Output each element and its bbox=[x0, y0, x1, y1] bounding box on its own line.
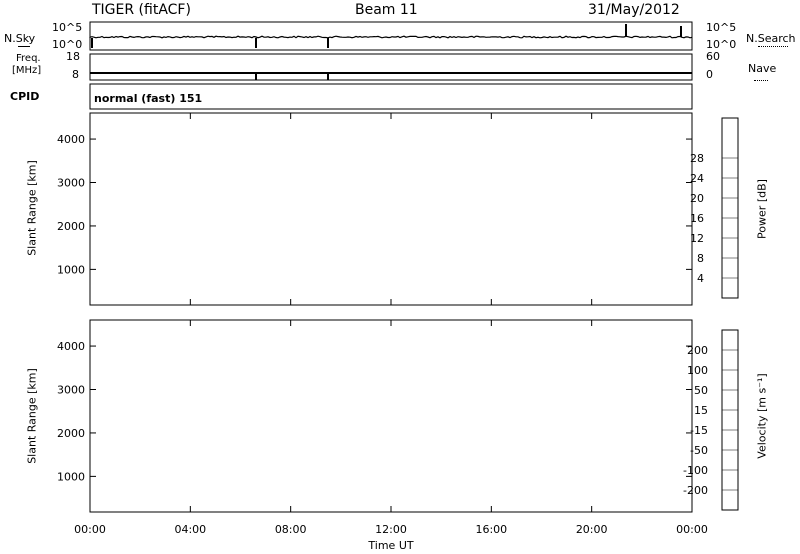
nsky-tick-bottom: 10^0 bbox=[52, 38, 82, 51]
radar-title: TIGER (fitACF) bbox=[92, 2, 191, 18]
beam-label: Beam 11 bbox=[355, 2, 418, 18]
nsky-trace bbox=[89, 35, 693, 39]
x-axis-label: Time UT bbox=[368, 539, 413, 552]
freq-tick-bottom: 8 bbox=[72, 68, 79, 81]
cpid-strip bbox=[89, 83, 693, 110]
nsearch-tick-bottom: 10^0 bbox=[706, 38, 736, 51]
nsearch-tick-top: 10^5 bbox=[706, 21, 736, 34]
nsearch-label: N.Search bbox=[746, 32, 796, 45]
nave-tick-bottom: 0 bbox=[706, 68, 713, 81]
freq-label: Freq. bbox=[16, 53, 41, 64]
freq-unit-label: [MHz] bbox=[12, 65, 41, 76]
nave-label: Nave bbox=[748, 62, 776, 75]
nsky-strip bbox=[89, 21, 693, 51]
freq-tick-top: 18 bbox=[66, 50, 80, 63]
nsearch-dotted-line bbox=[758, 46, 788, 47]
nsky-tick-top: 10^5 bbox=[52, 21, 82, 34]
date-label: 31/May/2012 bbox=[588, 2, 680, 18]
nsky-underline bbox=[18, 46, 30, 47]
nave-tick-top: 60 bbox=[706, 50, 720, 63]
nsky-label: N.Sky bbox=[4, 32, 35, 45]
power-heatmap-echoes bbox=[249, 113, 330, 305]
cpid-label: CPID bbox=[10, 90, 39, 103]
freq-strip bbox=[89, 53, 693, 81]
cpid-mode: normal (fast) 151 bbox=[94, 92, 202, 105]
nave-dotted-line bbox=[754, 80, 768, 81]
